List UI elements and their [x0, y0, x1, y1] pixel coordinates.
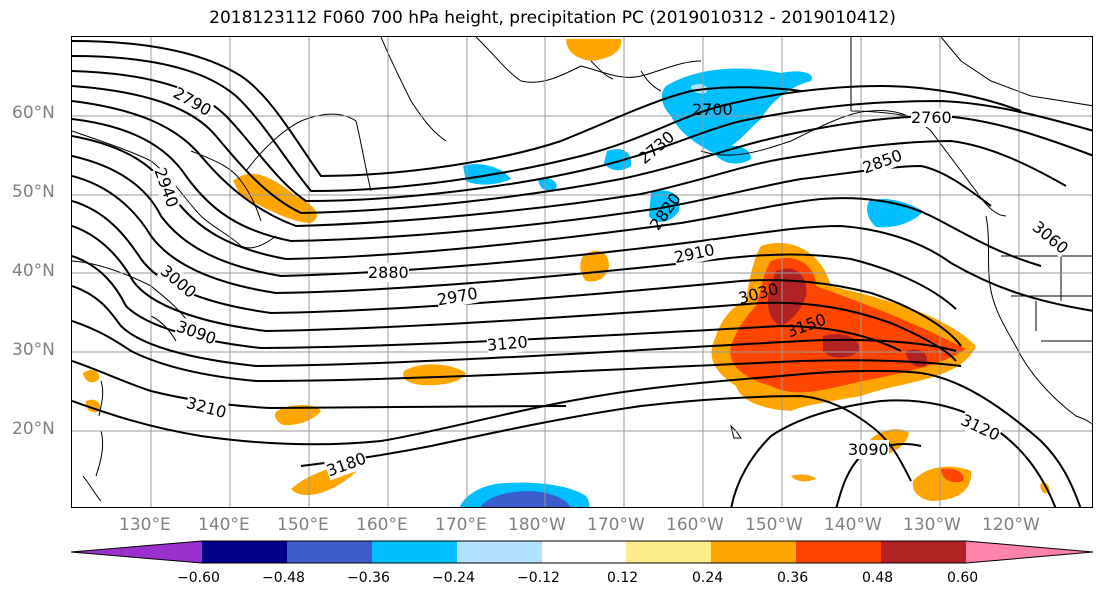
colorbar-tick-label: 0.24 — [692, 570, 724, 586]
colorbar-tick-label: −0.24 — [432, 570, 475, 586]
colorbar-swatch — [372, 541, 457, 563]
map-title: 2018123112 F060 700 hPa height, precipit… — [209, 8, 896, 28]
contour-label: 2880 — [368, 263, 409, 282]
lon-label: 130°E — [119, 515, 171, 535]
colorbar-tick-label: 0.12 — [607, 570, 639, 586]
lon-label: 170°W — [587, 515, 645, 535]
colorbar-swatch — [457, 541, 542, 563]
lat-label-50n: 50°N — [12, 182, 55, 202]
colorbar-right-extension — [966, 541, 1093, 563]
precip-positive-shading — [83, 39, 1050, 501]
colorbar — [71, 540, 1093, 564]
colorbar-swatch — [542, 541, 626, 563]
lon-label: 160°E — [356, 515, 408, 535]
colorbar-tick-label: 0.48 — [862, 570, 894, 586]
lon-label: 140°W — [824, 515, 882, 535]
lon-label: 160°W — [666, 515, 724, 535]
lon-label: 150°E — [277, 515, 329, 535]
colorbar-swatch — [202, 541, 287, 563]
lat-label-30n: 30°N — [12, 340, 55, 360]
map-canvas — [72, 37, 1092, 507]
contour-label: 3090 — [848, 440, 889, 459]
lat-label-40n: 40°N — [12, 261, 55, 281]
colorbar-tick-label: −0.12 — [517, 570, 560, 586]
colorbar-swatch — [881, 541, 966, 563]
lon-label: 120°W — [982, 515, 1040, 535]
contour-label: 2760 — [911, 108, 952, 127]
lat-label-60n: 60°N — [12, 103, 55, 123]
colorbar-swatch — [711, 541, 796, 563]
lat-label-20n: 20°N — [12, 419, 55, 439]
colorbar-tick-label: −0.36 — [347, 570, 390, 586]
colorbar-left-extension — [71, 541, 202, 563]
contour-label: 2700 — [692, 100, 733, 119]
colorbar-tick-label: 0.36 — [777, 570, 809, 586]
lon-label: 170°E — [435, 515, 487, 535]
map-panel — [71, 36, 1093, 508]
contour-label: 3120 — [486, 332, 529, 355]
lon-label: 180°W — [508, 515, 566, 535]
colorbar-tick-label: −0.48 — [262, 570, 305, 586]
colorbar-swatch — [626, 541, 711, 563]
colorbar-tick-label: 0.60 — [947, 570, 979, 586]
lon-label: 140°E — [198, 515, 250, 535]
colorbar-swatch — [796, 541, 881, 563]
lon-label: 130°W — [903, 515, 961, 535]
colorbar-swatch — [287, 541, 372, 563]
lon-label: 150°W — [745, 515, 803, 535]
colorbar-tick-label: −0.60 — [177, 570, 220, 586]
height-contours — [72, 40, 1092, 507]
